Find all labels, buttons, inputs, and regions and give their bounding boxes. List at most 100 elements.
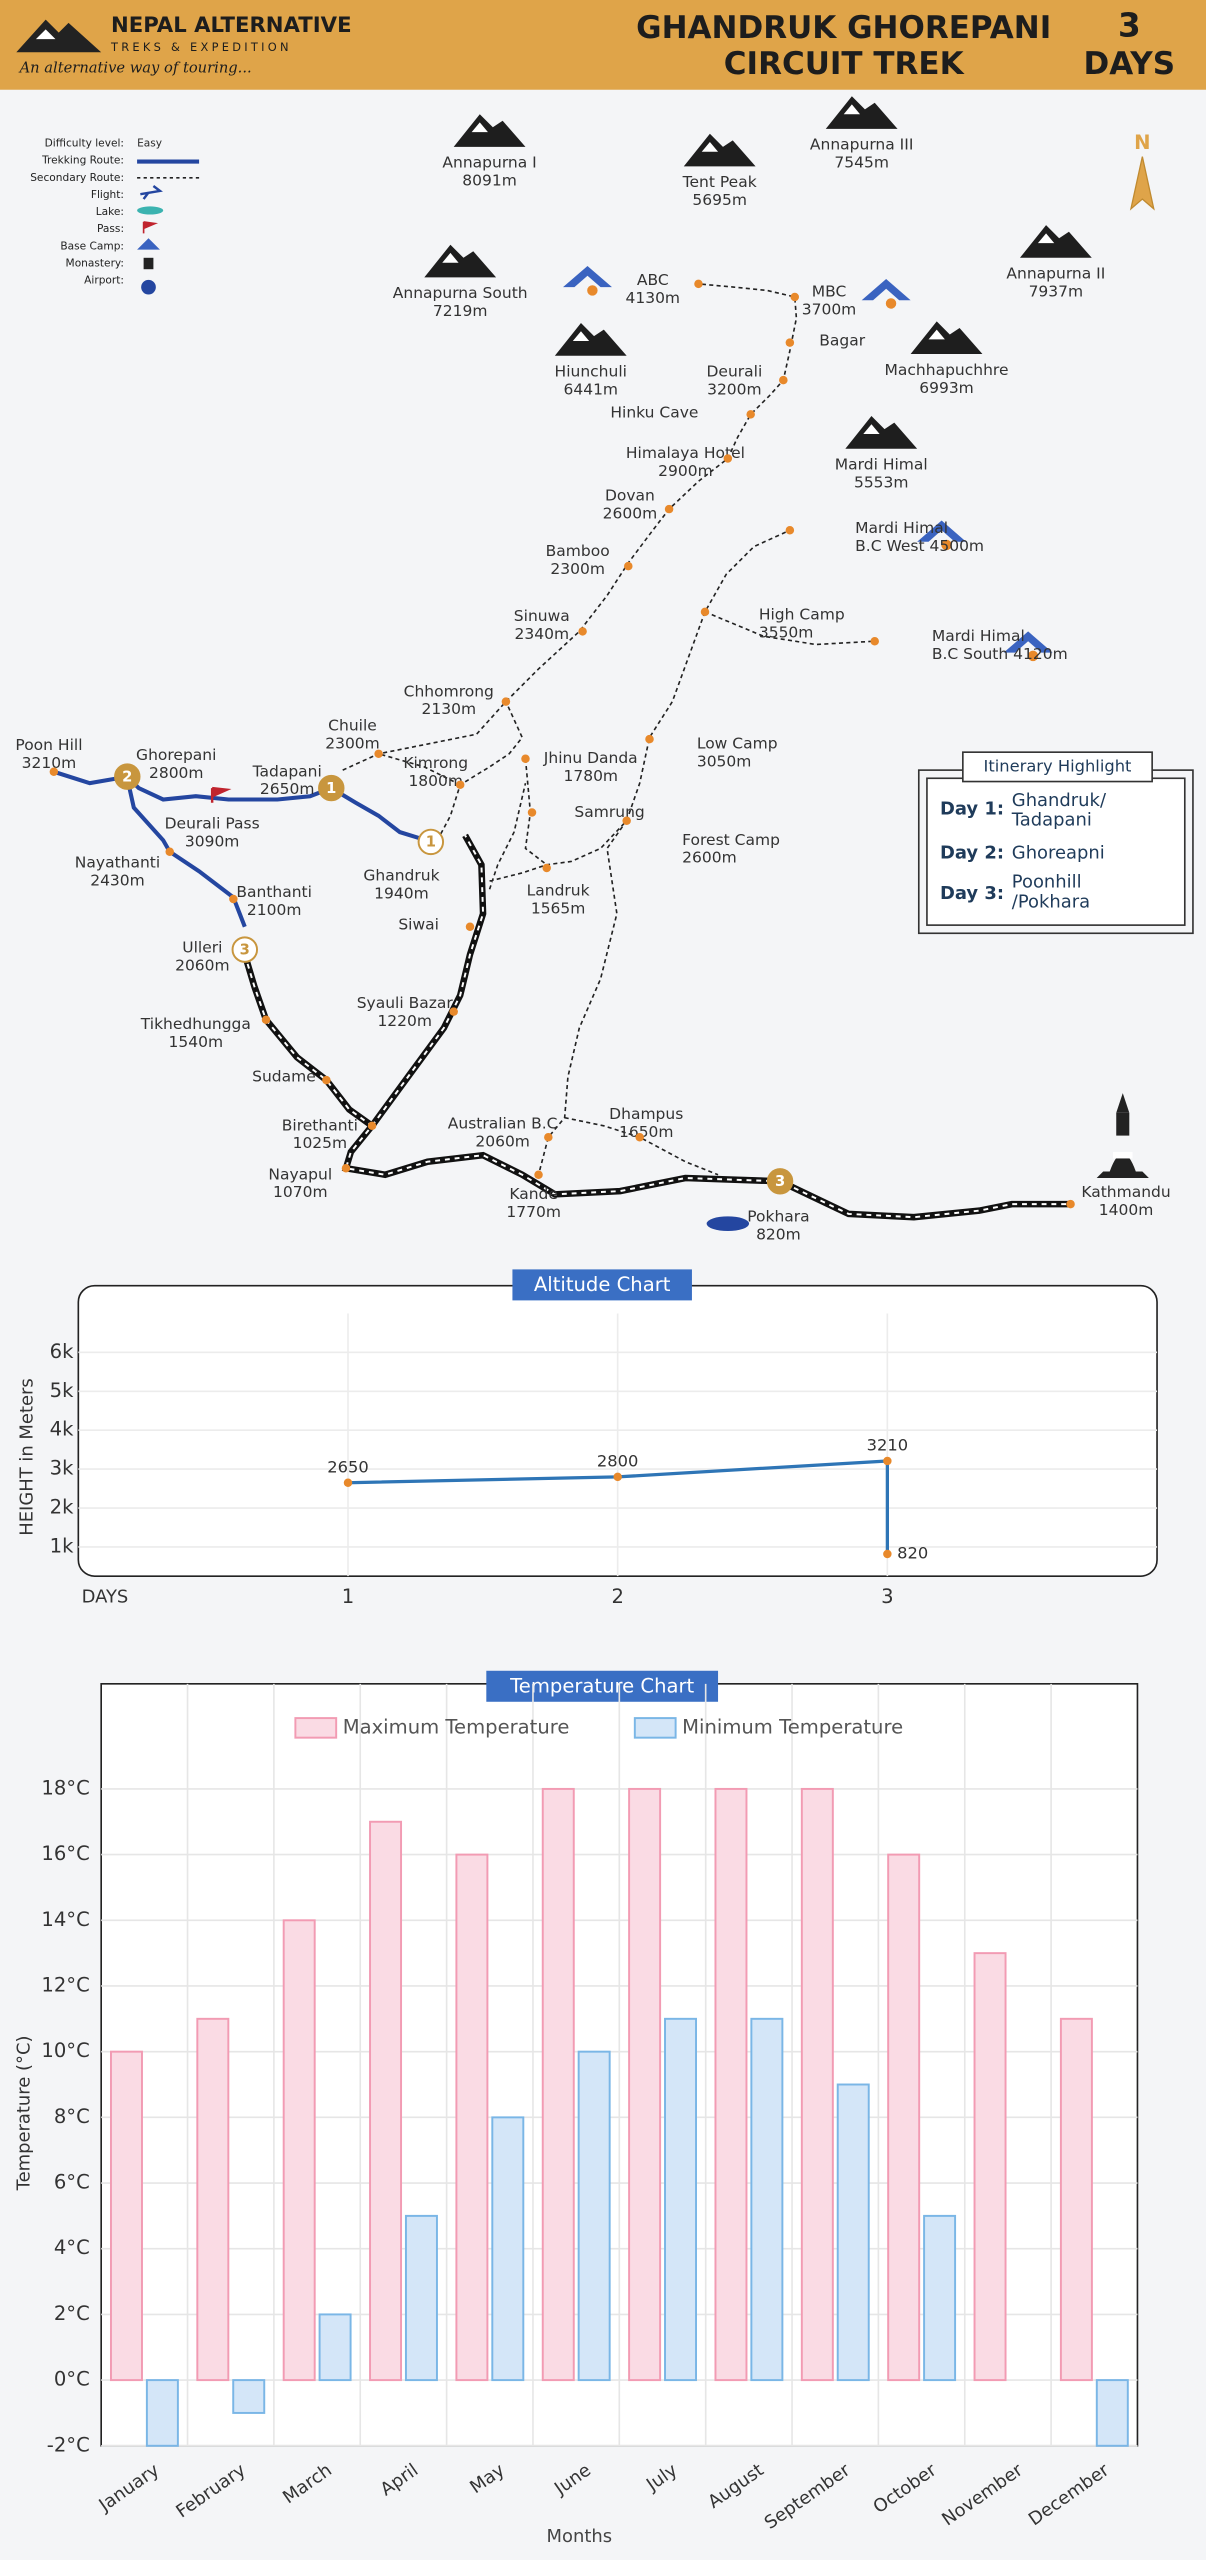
route-dot [645, 734, 654, 744]
mountain-snow [442, 252, 459, 263]
place-name: Annapurna II [1006, 265, 1105, 283]
place-altitude: 2340m [515, 625, 570, 643]
place-altitude: 2430m [90, 872, 145, 890]
place-name: Deurali Pass [165, 814, 260, 832]
place-name: ABC [637, 271, 669, 289]
route-dot [779, 375, 788, 385]
base-camp-dot [885, 298, 897, 309]
route-dot [527, 808, 537, 817]
place-altitude: B.C South 4120m [932, 645, 1068, 663]
bar [800, 1787, 834, 2382]
place-name: Poon Hill [15, 736, 82, 754]
place-name: Bagar [819, 332, 865, 350]
bar [318, 2313, 352, 2382]
data-label: 2650 [327, 1458, 368, 1477]
place-name: Pokhara [747, 1208, 809, 1226]
brand: NEPAL ALTERNATIVE [111, 13, 352, 38]
place-name: Chhomrong [404, 682, 494, 700]
place-altitude: 2300m [325, 735, 380, 753]
legend-label: Airport: [84, 275, 124, 287]
mountain-snow [928, 329, 945, 340]
legend-label: Secondary Route: [30, 172, 124, 184]
altitude-point [613, 1472, 622, 1482]
place-name: Sudame [252, 1067, 316, 1085]
y-tick-label: 6°C [54, 2171, 90, 2194]
place-name: MBC [812, 283, 847, 301]
bar [404, 2214, 438, 2382]
route-dot [449, 1007, 458, 1016]
base-camp-icon [917, 520, 967, 542]
base-camp-icon [1003, 631, 1053, 653]
place-altitude: 4130m [625, 289, 680, 307]
bar [196, 2017, 230, 2382]
bar [232, 2379, 266, 2414]
place-altitude: 2060m [175, 956, 230, 974]
y-tick-label: 4°C [54, 2236, 90, 2259]
base-camp-dot [941, 539, 952, 551]
day-marker [766, 1168, 794, 1195]
place-name: Low Camp [697, 735, 778, 753]
place-name: Birethanti [282, 1116, 358, 1134]
place-altitude: B.C West 4500m [855, 537, 984, 555]
mountain-snow [1037, 233, 1055, 244]
place-name: Deurali [706, 363, 762, 381]
bar [1095, 2379, 1129, 2447]
route-dot [367, 1121, 377, 1131]
legend-pass [142, 221, 159, 234]
place-name: Mardi Himal [855, 519, 948, 537]
bar [109, 2050, 143, 2382]
base-camp-dot [1027, 650, 1039, 662]
itinerary-title: Itinerary Highlight [984, 756, 1132, 775]
logo-snow [35, 29, 56, 40]
bar [491, 2116, 525, 2382]
route-dot [544, 1132, 553, 1142]
place-altitude: 5553m [854, 473, 909, 491]
logo [16, 19, 102, 53]
base-camp-icon [563, 265, 612, 288]
place-altitude: 1770m [506, 1203, 561, 1221]
bar [887, 1853, 921, 2382]
legend-label: Trekking Route: [41, 155, 124, 167]
place-altitude: 1940m [374, 885, 429, 903]
trek-title: CIRCUIT TREK [724, 46, 965, 82]
mountain-icon [683, 133, 756, 167]
mountain-icon [845, 416, 918, 449]
place-altitude: 1565m [531, 899, 586, 917]
legend-swatch [633, 1717, 677, 1739]
place-name: Tadapani [252, 762, 322, 780]
place-name: Hiunchuli [555, 363, 627, 381]
place-name: Mardi Himal [835, 456, 928, 474]
route-dot [694, 279, 703, 289]
place-altitude: 1540m [169, 1033, 224, 1051]
place-altitude: 3210m [22, 754, 77, 772]
chart-title: Altitude Chart [534, 1273, 671, 1296]
data-label: 2800 [597, 1452, 638, 1471]
place-name: Landruk [527, 881, 590, 899]
place-name: Annapurna I [442, 154, 536, 172]
route-dot [341, 1163, 351, 1173]
place-altitude: 1800m [408, 772, 463, 790]
legend-label: Base Camp: [60, 240, 124, 252]
itinerary-days: Day 1: Ghandruk/Tadapani Day 2: Ghoreapni Da… [940, 790, 1107, 912]
route-dot [521, 754, 530, 763]
place-altitude: 6993m [919, 379, 974, 397]
route-dot [534, 1170, 543, 1180]
mountain-icon [1019, 225, 1092, 258]
place-altitude: 7219m [433, 302, 488, 320]
bar [1059, 2017, 1093, 2382]
bar [836, 2083, 870, 2382]
mountain-snow [863, 424, 880, 435]
place-altitude: 1400m [1099, 1201, 1154, 1219]
day-marker-label: 3 [240, 941, 250, 958]
data-label: 820 [897, 1543, 928, 1562]
route-dot [261, 1015, 271, 1024]
y-tick-label: 1k [50, 1534, 74, 1557]
place-altitude: 820m [756, 1226, 801, 1244]
place-altitude: 2650m [260, 780, 315, 798]
route-dot [635, 1132, 644, 1142]
place-altitude: 3550m [759, 624, 814, 642]
bar [577, 2050, 611, 2382]
route-dot [700, 607, 710, 617]
bar [664, 2017, 697, 2382]
